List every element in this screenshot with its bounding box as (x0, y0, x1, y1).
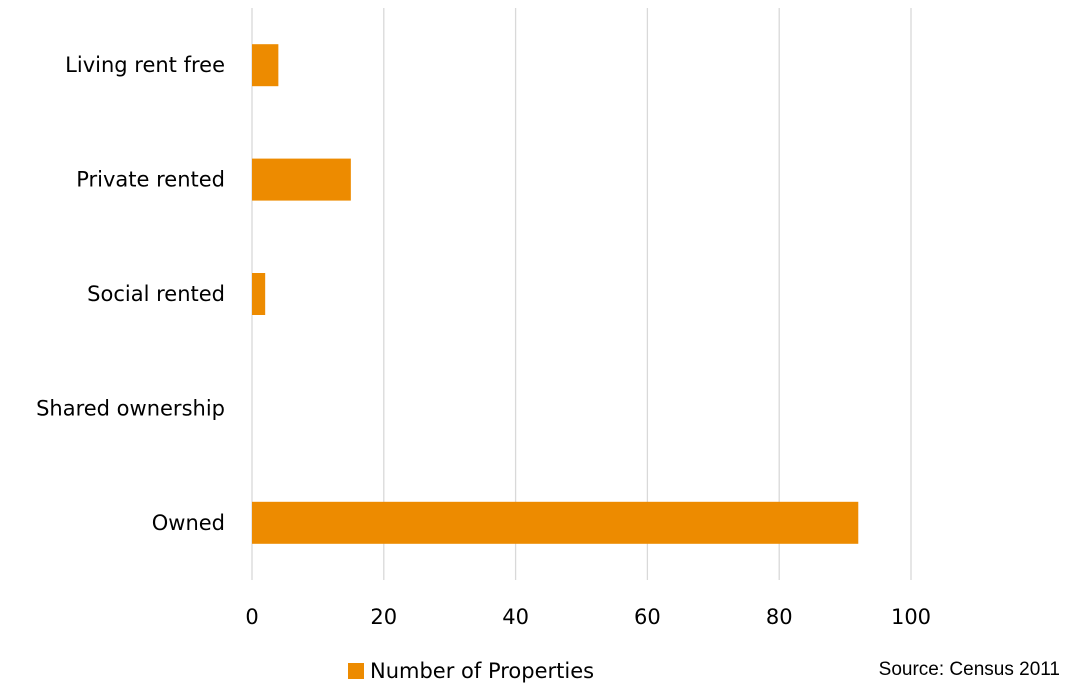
bar (252, 273, 266, 315)
x-tick-label: 0 (245, 605, 258, 629)
bar (252, 158, 351, 201)
source-note: Source: Census 2011 (878, 659, 1060, 680)
legend-swatch (348, 663, 364, 679)
x-tick-label: 80 (766, 605, 793, 629)
category-label: Shared ownership (36, 396, 225, 420)
category-label: Private rented (76, 168, 225, 192)
x-tick-label: 20 (370, 605, 397, 629)
legend: Number of Properties (348, 659, 594, 683)
legend-label: Number of Properties (370, 659, 595, 683)
gridlines (251, 8, 912, 580)
category-label: Living rent free (65, 53, 225, 77)
bar (252, 44, 279, 87)
x-tick-label: 100 (891, 605, 931, 629)
category-label: Social rented (87, 282, 225, 306)
x-tick-label: 40 (502, 605, 529, 629)
x-tick-label: 60 (634, 605, 661, 629)
category-labels: Owned Shared ownership Social rented Privat… (36, 53, 225, 535)
x-tick-labels: 0 20 40 60 80 100 (245, 605, 931, 629)
bars (252, 44, 859, 544)
category-label: Owned (152, 511, 225, 535)
bar (252, 501, 859, 544)
